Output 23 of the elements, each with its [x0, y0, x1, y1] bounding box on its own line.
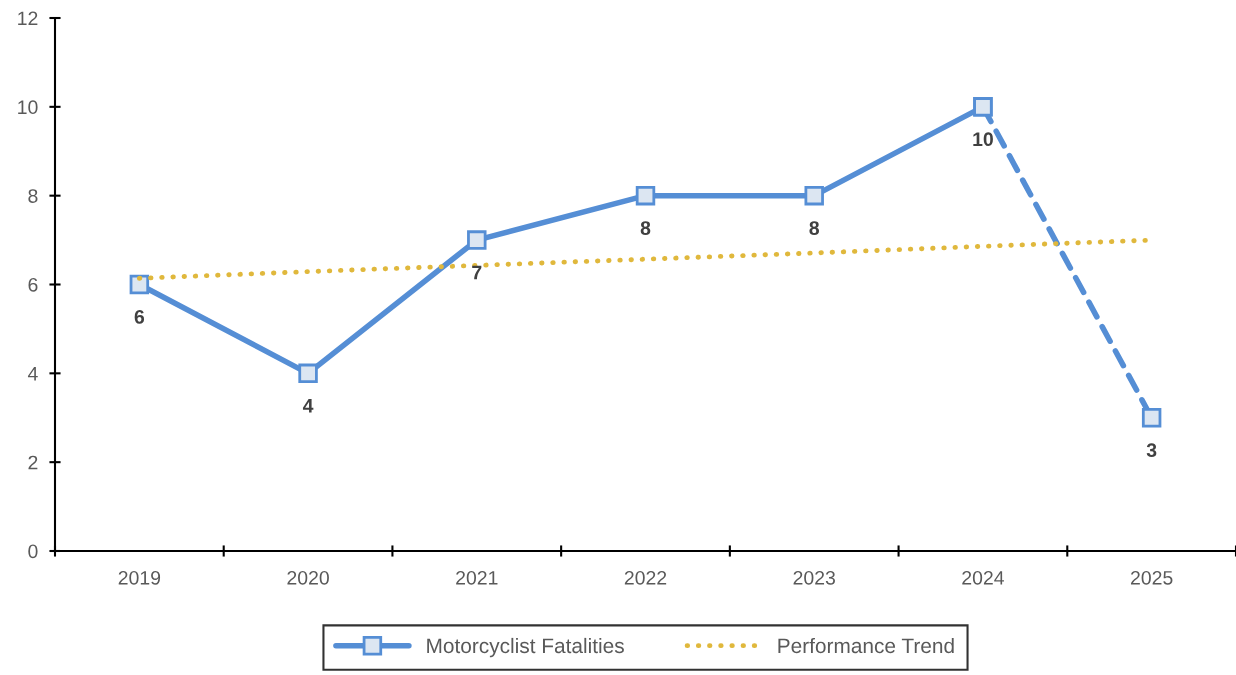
y-tick-label: 10 [18, 100, 38, 115]
data-label: 3 [1146, 443, 1157, 458]
data-label: 10 [973, 132, 993, 147]
data-label: 7 [472, 265, 482, 280]
x-tick-label: 2022 [624, 570, 667, 585]
y-tick-label: 2 [28, 455, 38, 470]
y-tick-label: 12 [18, 11, 38, 26]
x-tick-label: 2025 [1131, 570, 1173, 585]
x-tick-label: 2020 [287, 570, 329, 585]
data-label: 8 [809, 221, 820, 235]
legend-label: Motorcyclist Fatalities [427, 637, 624, 658]
y-tick-label: 6 [28, 277, 38, 292]
y-tick-label: 8 [28, 189, 38, 203]
x-tick-label: 2021 [456, 570, 498, 585]
data-label: 8 [640, 221, 651, 235]
legend-label: Performance Trend [778, 637, 954, 654]
y-tick-label: 4 [27, 367, 38, 381]
x-tick-label: 2023 [793, 570, 835, 585]
data-label: 6 [134, 310, 145, 324]
x-tick-label: 2024 [962, 570, 1004, 585]
y-tick-label: 0 [28, 544, 38, 559]
data-label: 4 [302, 399, 314, 413]
x-tick-label: 2019 [118, 570, 161, 585]
